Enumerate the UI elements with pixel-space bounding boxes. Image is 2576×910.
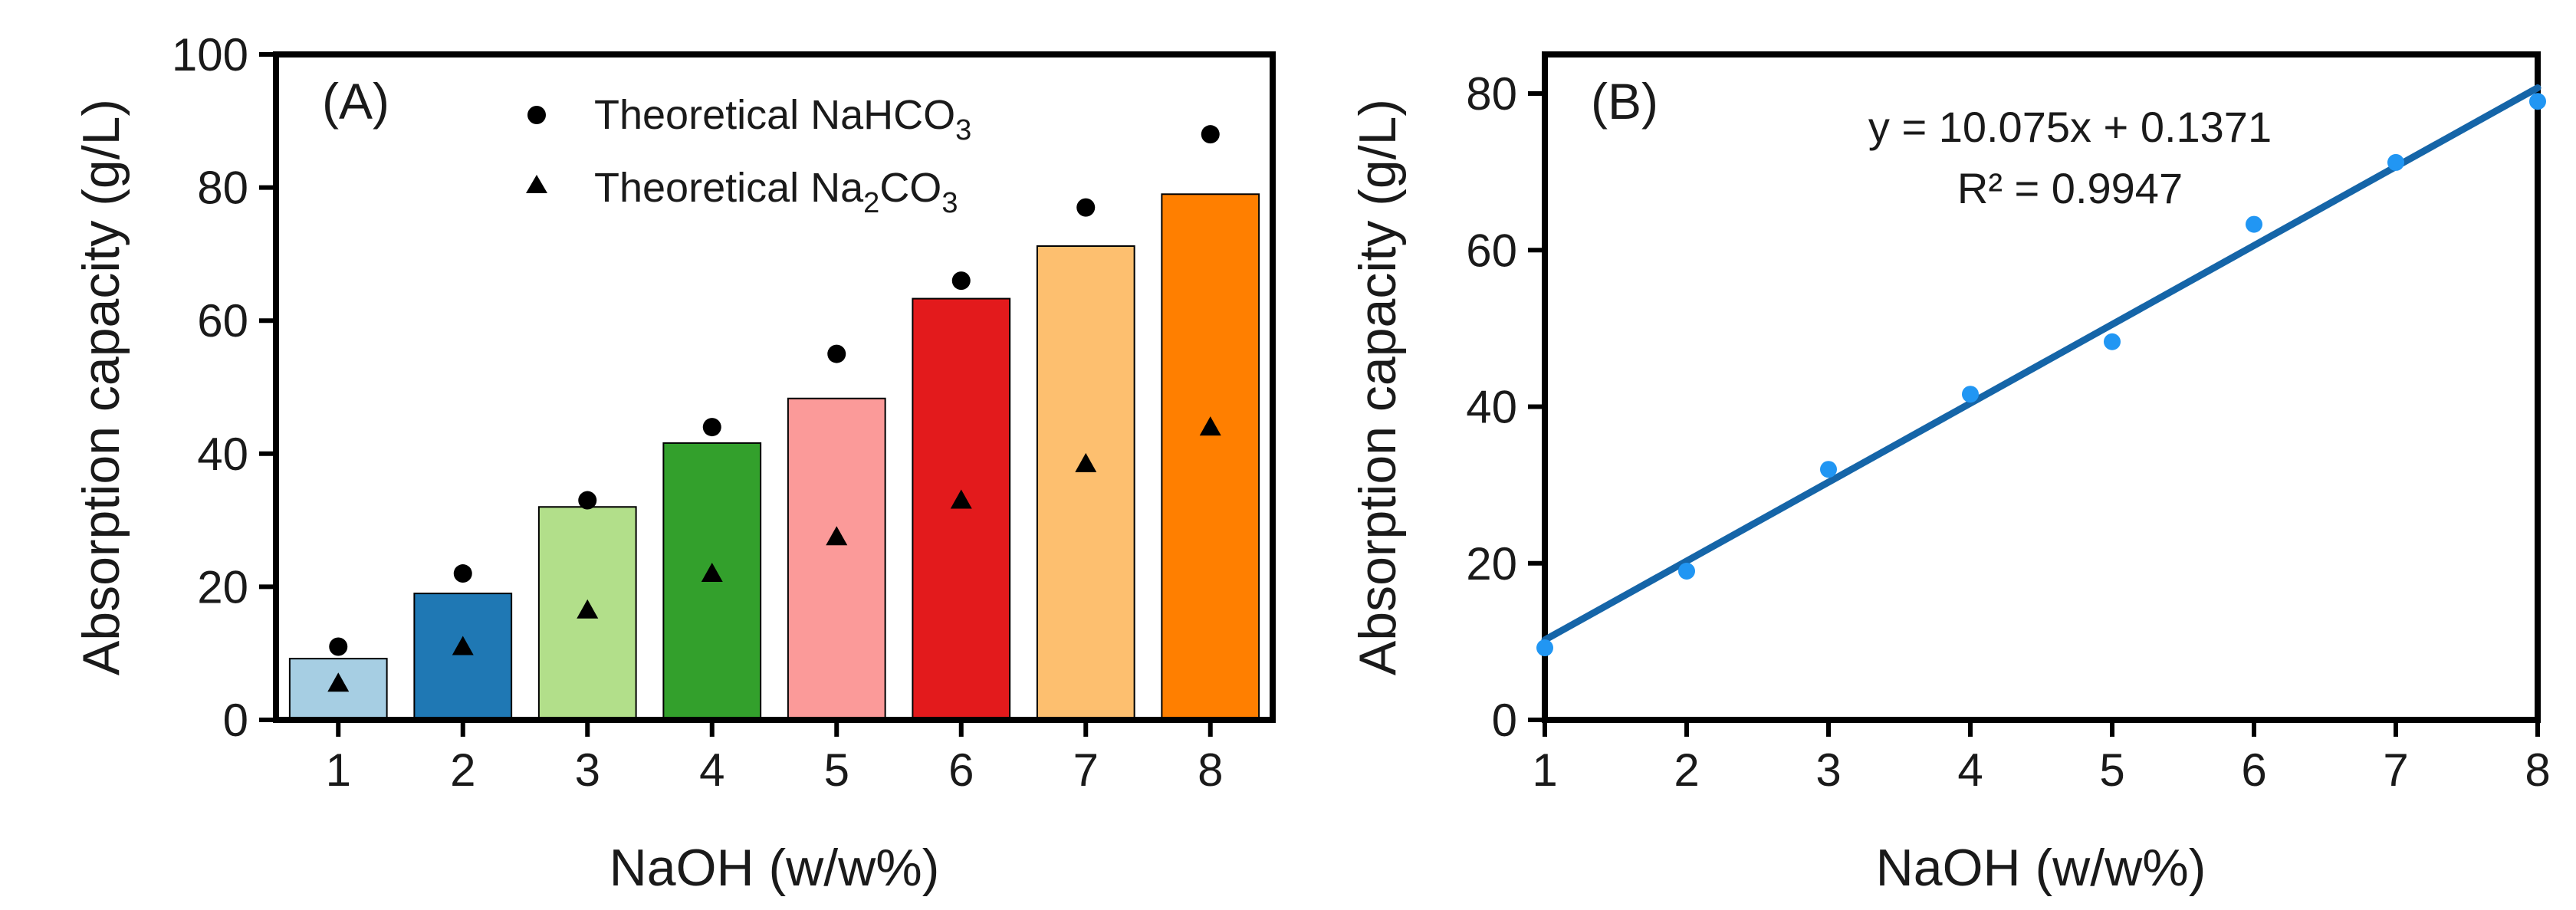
nahco3-point-6: [951, 271, 971, 291]
panel-a-legend: Theoretical NaHCO3 Theoretical Na2CO3: [526, 92, 971, 219]
fit-equation: y = 10.075x + 0.1371: [1868, 103, 2272, 151]
bar-2: [413, 593, 513, 721]
y-tick-label-40: 40: [1466, 382, 1517, 433]
nahco3-point-3: [578, 491, 597, 510]
panel-a-frame: [273, 51, 1276, 723]
panel-b-y-axis-title: Absorption capacity (g/L): [1349, 99, 1407, 675]
y-tick-label-60: 60: [197, 295, 248, 347]
data-point-7: [2387, 153, 2404, 171]
panel-a-y-ticks: 0 20 40 60 80 100: [172, 29, 276, 746]
x-tick-label-6: 6: [948, 744, 974, 796]
na2co3-point-6: [950, 489, 972, 509]
na2co3-point-5: [826, 526, 848, 546]
data-point-1: [1536, 639, 1553, 657]
panel-b-fit-line: [1541, 84, 2542, 644]
panel-b-frame: [1542, 51, 2541, 723]
bar-6: [912, 297, 1011, 721]
y-tick-label-100: 100: [172, 29, 248, 80]
nahco3-point-2: [453, 564, 472, 583]
y-tick-label-0: 0: [223, 695, 248, 746]
x-tick-label-4: 4: [699, 744, 724, 796]
x-tick-label-7: 7: [1073, 744, 1099, 796]
y-tick-label-0: 0: [1492, 695, 1517, 746]
x-tick-label-5: 5: [824, 744, 849, 796]
legend-label-nahco3: Theoretical NaHCO3: [594, 92, 971, 146]
panel-b-x-ticks: 1 2 3 4 5 6 7 8: [1532, 720, 2551, 796]
panel-a-bars: [288, 193, 1260, 721]
na2co3-point-3: [577, 599, 599, 619]
y-tick-label-60: 60: [1466, 225, 1517, 276]
data-point-3: [1820, 461, 1837, 478]
panel-a-y-axis-title: Absorption capacity (g/L): [72, 99, 130, 675]
panel-b-points: [1536, 93, 2546, 657]
na2co3-point-4: [701, 563, 723, 583]
nahco3-point-4: [702, 418, 721, 437]
panel-b-label: (B): [1591, 73, 1658, 130]
data-point-8: [2529, 93, 2546, 110]
bar-5: [787, 397, 886, 721]
x-tick-label-6: 6: [2241, 744, 2266, 796]
nahco3-point-5: [827, 344, 846, 363]
nahco3-point-8: [1201, 125, 1220, 144]
panel-a-x-axis-title: NaOH (w/w%): [610, 839, 940, 897]
bar-8: [1161, 193, 1260, 721]
panel-a-circle-markers: [329, 125, 1220, 656]
x-tick-label-2: 2: [1674, 744, 1699, 796]
legend-label-na2co3: Theoretical Na2CO3: [594, 165, 958, 219]
x-tick-label-3: 3: [1815, 744, 1841, 796]
na2co3-point-1: [327, 672, 350, 692]
x-tick-label-3: 3: [575, 744, 600, 796]
x-tick-label-8: 8: [1198, 744, 1223, 796]
panel-b-x-axis-title: NaOH (w/w%): [1876, 839, 2206, 897]
x-tick-label-2: 2: [450, 744, 475, 796]
data-point-2: [1678, 562, 1695, 580]
y-tick-label-20: 20: [197, 561, 248, 613]
y-tick-label-40: 40: [197, 429, 248, 480]
panel-a: 0 20 40 60 80 100 1 2 3 4 5 6 7 8 (A) Theoretical Na…: [72, 29, 1276, 897]
fit-r-squared: R² = 0.9947: [1957, 164, 2183, 212]
panel-a-label: (A): [322, 73, 389, 130]
na2co3-point-8: [1199, 416, 1221, 436]
panel-b-y-ticks: 0 20 40 60 80: [1466, 68, 1545, 746]
data-point-5: [2104, 333, 2121, 350]
bar-7: [1036, 245, 1135, 721]
x-tick-label-5: 5: [2099, 744, 2124, 796]
x-tick-label-7: 7: [2383, 744, 2408, 796]
panel-a-triangle-markers: [327, 416, 1221, 692]
y-tick-label-20: 20: [1466, 538, 1517, 590]
data-point-4: [1962, 386, 1979, 403]
data-point-6: [2246, 215, 2262, 233]
y-tick-label-80: 80: [197, 163, 248, 214]
legend-circle-marker: [527, 106, 546, 124]
x-tick-label-8: 8: [2525, 744, 2550, 796]
panel-b: 0 20 40 60 80 1 2 3 4 5 6 7 8 (B) y = 10.075x + 0.1…: [1349, 51, 2551, 897]
nahco3-point-1: [329, 637, 348, 656]
legend-triangle-marker: [526, 175, 547, 193]
nahco3-point-7: [1076, 198, 1096, 217]
panel-a-x-ticks: 1 2 3 4 5 6 7 8: [326, 720, 1223, 796]
x-tick-label-4: 4: [1957, 744, 1983, 796]
na2co3-point-7: [1075, 452, 1097, 472]
x-tick-label-1: 1: [1532, 744, 1557, 796]
y-tick-label-80: 80: [1466, 68, 1517, 120]
x-tick-label-1: 1: [326, 744, 351, 796]
na2co3-point-2: [452, 636, 474, 655]
